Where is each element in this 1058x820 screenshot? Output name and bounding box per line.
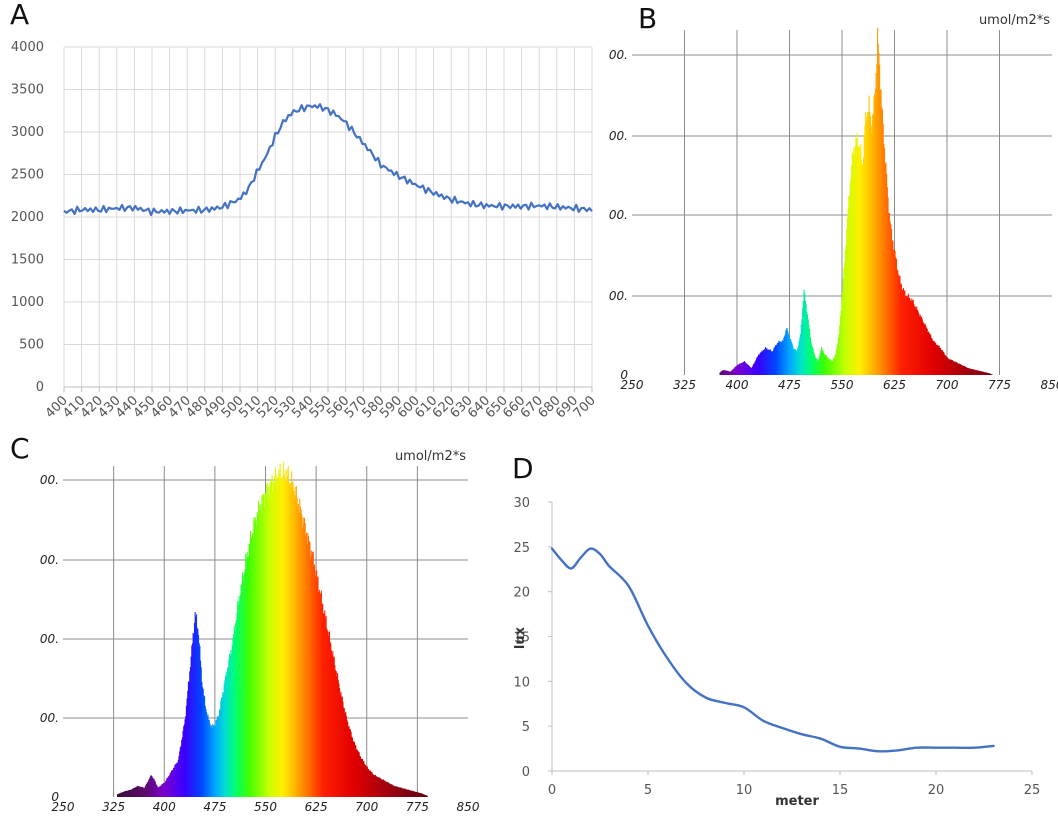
panel-c-y-tick-label: 00. [40, 473, 59, 487]
panel-b-x-tick-label: 475 [778, 378, 801, 392]
panel-d-y-tick-label: 0 [522, 765, 530, 780]
panel-d-x-tick-label: 25 [1024, 783, 1041, 798]
panel-c-y-tick-label: 00. [40, 711, 59, 725]
panel-b-y-tick-label: 00. [609, 208, 628, 222]
panel-c-y-tick-label: 00. [40, 632, 59, 646]
panel-b-x-tick-label: 400 [726, 378, 749, 392]
panel-d-x-tick-label: 10 [736, 783, 753, 798]
panel-d-x-tick-label: 15 [832, 783, 849, 798]
panel-d: D 0 5 10 15 20 25 30 0 5 10 15 20 25 meter lux [500, 450, 1058, 820]
panel-c-x-tick-label: 850 [457, 800, 480, 814]
panel-d-y-tick-label: 20 [513, 586, 530, 601]
panel-d-y-axis-title: lux [513, 626, 528, 649]
panel-c-x-tick-label: 775 [406, 800, 429, 814]
panel-d-x-axis-title: meter [775, 794, 819, 809]
panel-c-x-tick-label: 475 [203, 800, 226, 814]
panel-b-x-tick-label: 700 [936, 378, 959, 392]
panel-a-y-tick-label: 2000 [11, 210, 44, 225]
panel-b-x-tick-label: 325 [673, 378, 696, 392]
panel-c-unit-label: umol/m2*s [395, 449, 466, 464]
panel-b-y-tick-label: 0 [620, 368, 628, 382]
panel-d-y-tick-label: 25 [513, 541, 530, 556]
panel-b: B 250325400475550625700775850000.00.00.0… [600, 0, 1058, 410]
panel-b-y-tick-label: 00. [609, 48, 628, 62]
panel-d-y-tick-label: 5 [522, 720, 530, 735]
panel-b-spectrum-chart: 250325400475550625700775850000.00.00.00.… [600, 0, 1058, 410]
panel-a-y-tick-label: 0 [36, 380, 44, 395]
panel-d-x-tick-label: 0 [548, 783, 556, 798]
panel-d-y-tick-label: 10 [513, 675, 530, 690]
panel-c: C 250 325 400 475 550 625 700 775 850 0 00. 00. 00. 0… [0, 430, 500, 820]
panel-a-y-tick-label: 3500 [11, 83, 44, 98]
panel-a-y-tick-label: 4000 [11, 40, 44, 55]
panel-c-x-tick-label: 400 [153, 800, 176, 814]
panel-b-x-tick-label: 625 [883, 378, 906, 392]
panel-c-spectrum-chart: 250 325 400 475 550 625 700 775 850000.00.00.00.… [0, 430, 500, 820]
panel-b-y-tick-label: 00. [609, 129, 628, 143]
panel-a-y-tick-label: 1500 [11, 253, 44, 268]
panel-a: A 0 500 1000 1500 2000 2500 3000 3500 4000 400 410… [0, 0, 600, 430]
panel-c-x-tick-label: 700 [355, 800, 378, 814]
panel-b-x-tick-label: 850 [1041, 378, 1058, 392]
panel-a-y-tick-label: 2500 [11, 168, 44, 183]
panel-a-y-tick-label: 3000 [11, 125, 44, 140]
panel-a-x-tick-label: 700 [571, 393, 599, 421]
panel-b-y-tick-label: 00. [609, 289, 628, 303]
panel-d-x-tick-label: 5 [644, 783, 652, 798]
panel-c-x-tick-label: 550 [254, 800, 277, 814]
panel-c-y-tick-label: 00. [40, 553, 59, 567]
panel-b-unit-label: umol/m2*s [979, 13, 1050, 28]
panel-d-x-tick-label: 20 [928, 783, 945, 798]
panel-d-line-chart: 0510152025300 5 10 15 20 25meterlux [500, 450, 1058, 820]
panel-a-line-chart: 0500100015002000250030003500400040041042… [0, 0, 600, 430]
panel-d-series-line [552, 549, 994, 752]
panel-d-y-tick-label: 30 [513, 496, 530, 511]
panel-c-y-tick-label: 0 [51, 790, 59, 804]
panel-c-x-tick-label: 325 [102, 800, 125, 814]
panel-a-y-tick-label: 1000 [11, 295, 44, 310]
panel-a-y-tick-label: 500 [19, 338, 44, 353]
panel-b-x-tick-label: 775 [988, 378, 1011, 392]
panel-c-spectrum-bar [427, 796, 428, 797]
panel-b-x-tick-label: 550 [831, 378, 854, 392]
panel-c-x-tick-label: 625 [305, 800, 328, 814]
